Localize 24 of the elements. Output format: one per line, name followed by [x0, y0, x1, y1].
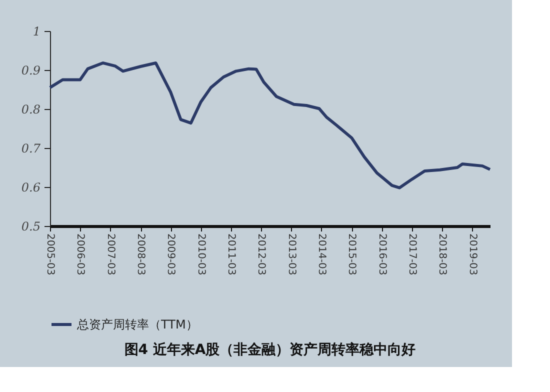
x-tick-label: 2012-03: [256, 234, 267, 276]
x-tick-label: 2017-03: [406, 234, 418, 276]
line-series: [48, 61, 492, 190]
x-tick-label: 2011-03: [225, 234, 236, 276]
x-tick-label: 2009-03: [165, 234, 176, 276]
y-tick-label: 0.5: [21, 220, 40, 234]
x-tick-label: 2008-03: [135, 234, 146, 276]
x-tick-label: 2010-03: [195, 234, 206, 276]
x-tick-label: 2018-03: [436, 234, 448, 276]
x-tick-label: 2016-03: [376, 234, 388, 276]
y-tick-label: 0.7: [21, 142, 41, 156]
y-tick-label: 0.6: [21, 180, 41, 194]
y-tick-label: 1: [32, 24, 40, 38]
x-tick-label: 2014-03: [316, 234, 327, 276]
text: 图4 近年来A股（非金融）资产周转率稳中向好: [124, 341, 416, 358]
x-tick-label: 2019-03: [466, 234, 478, 276]
x-tick-label: 2007-03: [104, 234, 116, 276]
x-tick-label: 2005-03: [44, 234, 56, 276]
x-tick-label: 2013-03: [286, 234, 297, 276]
y-tick-label: 0.8: [21, 102, 41, 116]
y-tick-label: 0.9: [21, 64, 41, 78]
x-tick-label: 2006-03: [74, 234, 86, 276]
legend-label: 总资产周转率（TTM）: [76, 318, 198, 332]
x-tick-label: 2015-03: [346, 234, 358, 276]
